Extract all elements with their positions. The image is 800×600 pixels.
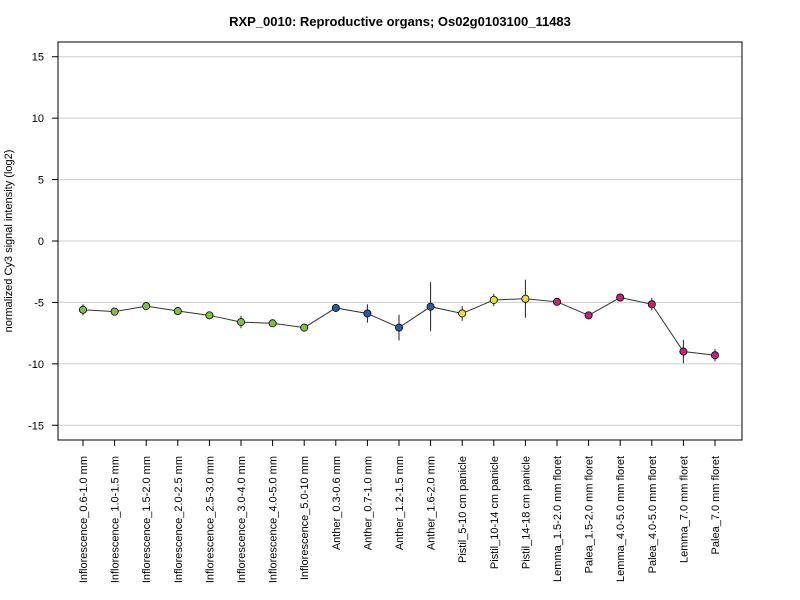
data-points — [79, 293, 720, 360]
data-point — [142, 302, 151, 311]
x-tick-label: Anther_0.3-0.6 mm — [331, 456, 343, 550]
data-point — [268, 319, 277, 328]
data-point — [110, 307, 119, 316]
data-point — [584, 311, 593, 320]
x-tick-label: Inflorescence_2.0-2.5 mm — [173, 456, 185, 583]
x-tick-label: Inflorescence_3.0-4.0 mm — [236, 456, 248, 583]
x-tick-label: Palea_7.0 mm floret — [710, 456, 722, 554]
y-axis-label: normalized Cy3 signal intensity (log2) — [3, 150, 15, 333]
x-tick-label: Lemma_1.5-2.0 mm floret — [552, 456, 564, 582]
x-tick-label: Pistil_5-10 cm panicle — [457, 456, 469, 563]
data-point — [236, 318, 245, 327]
x-tick-label: Lemma_4.0-5.0 mm floret — [615, 456, 627, 582]
x-tick-label: Inflorescence_1.0-1.5 mm — [110, 456, 122, 583]
data-point — [363, 309, 372, 318]
data-point — [489, 295, 498, 304]
data-point — [458, 309, 467, 318]
x-tick-label: Pistil_14-18 cm panicle — [520, 456, 532, 569]
y-tick-label: -10 — [28, 359, 44, 371]
y-tick-label: 10 — [32, 113, 44, 125]
y-tick-label: -5 — [34, 297, 44, 309]
data-point — [679, 347, 688, 356]
x-tick-label: Palea_4.0-5.0 mm floret — [647, 456, 659, 573]
x-axis: Inflorescence_0.6-1.0 mm Inflorescence_1.… — [78, 440, 722, 583]
data-point — [616, 293, 625, 302]
y-tick-label: 15 — [32, 52, 44, 64]
data-point — [79, 305, 88, 314]
data-point — [173, 307, 182, 316]
data-point — [300, 323, 309, 332]
data-point — [426, 302, 435, 311]
chart-title: RXP_0010: Reproductive organs; Os02g0103… — [229, 14, 571, 29]
y-tick-label: 5 — [38, 175, 44, 187]
data-point — [521, 294, 530, 303]
x-tick-label: Anther_1.2-1.5 mm — [394, 456, 406, 550]
x-tick-label: Anther_1.6-2.0 mm — [426, 456, 438, 550]
error-bars — [82, 279, 716, 364]
x-tick-label: Inflorescence_4.0-5.0 mm — [268, 456, 280, 583]
x-tick-label: Inflorescence_5.0-10 mm — [299, 456, 311, 580]
data-point — [553, 297, 562, 306]
x-tick-label: Anther_0.7-1.0 mm — [362, 456, 374, 550]
x-tick-label: Inflorescence_2.5-3.0 mm — [204, 456, 216, 583]
data-point — [331, 303, 340, 312]
x-tick-label: Lemma_7.0 mm floret — [678, 456, 690, 563]
x-tick-label: Inflorescence_1.5-2.0 mm — [141, 456, 153, 583]
data-point — [711, 351, 720, 360]
gridlines — [58, 56, 742, 426]
x-tick-label: Palea_1.5-2.0 mm floret — [584, 456, 596, 573]
y-axis: 15 10 5 0 -5 -10 -15 — [28, 52, 58, 432]
y-tick-label: -15 — [28, 420, 44, 432]
x-tick-label: Pistil_10-14 cm panicle — [489, 456, 501, 569]
data-point — [205, 311, 214, 320]
data-point — [647, 300, 656, 309]
data-point — [394, 323, 403, 332]
y-tick-label: 0 — [38, 236, 44, 248]
x-tick-label: Inflorescence_0.6-1.0 mm — [78, 456, 90, 583]
